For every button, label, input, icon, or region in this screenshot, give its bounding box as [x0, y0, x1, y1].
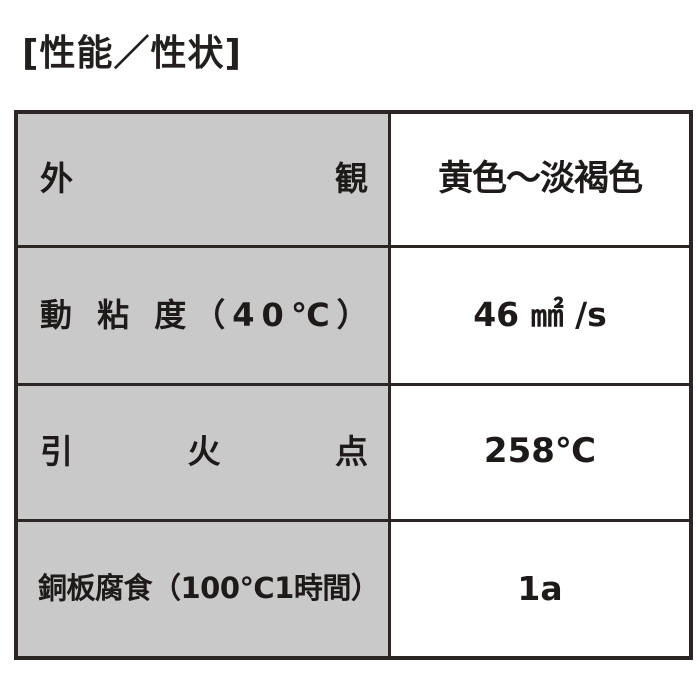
label-flash-point-char-2: 火 — [187, 432, 221, 472]
table-row-kinematic-viscosity: 動 粘 度（40℃） 46 ㎟ /s — [14, 244, 693, 386]
label-cell-kinematic-viscosity: 動 粘 度（40℃） — [14, 244, 391, 386]
label-appearance-char-2: 観 — [335, 159, 368, 199]
page-title: [性能／性状] — [22, 33, 242, 74]
table-row-flash-point: 引 火 点 258℃ — [14, 382, 693, 522]
label-flash-point: 引 火 点 — [18, 433, 388, 471]
value-cell-copper-strip-corrosion: 1a — [388, 518, 693, 660]
value-cell-appearance: 黄色〜淡褐色 — [388, 110, 693, 248]
label-cell-copper-strip-corrosion: 銅板腐食（100℃1時間） — [14, 518, 391, 660]
value-kinematic-viscosity: 46 ㎟ /s — [473, 295, 607, 335]
label-copper-strip-corrosion: 銅板腐食（100℃1時間） — [38, 571, 380, 606]
value-cell-flash-point: 258℃ — [388, 382, 693, 522]
specification-table: 外 観 黄色〜淡褐色 動 粘 度（40℃） 46 ㎟ /s — [14, 110, 693, 660]
value-cell-kinematic-viscosity: 46 ㎟ /s — [388, 244, 693, 386]
label-cell-appearance: 外 観 — [14, 110, 391, 248]
label-kinematic-viscosity: 動 粘 度（40℃） — [40, 295, 376, 334]
label-appearance-char-1: 外 — [40, 159, 73, 199]
label-cell-flash-point: 引 火 点 — [14, 382, 391, 522]
label-flash-point-char-1: 引 — [40, 432, 73, 472]
value-appearance: 黄色〜淡褐色 — [437, 159, 643, 200]
label-flash-point-char-3: 点 — [335, 432, 368, 472]
table-row-appearance: 外 観 黄色〜淡褐色 — [14, 110, 693, 248]
label-appearance: 外 観 — [18, 160, 388, 198]
value-flash-point: 258℃ — [483, 431, 597, 472]
value-copper-strip-corrosion: 1a — [517, 568, 563, 608]
table-row-copper-strip-corrosion: 銅板腐食（100℃1時間） 1a — [14, 518, 693, 660]
